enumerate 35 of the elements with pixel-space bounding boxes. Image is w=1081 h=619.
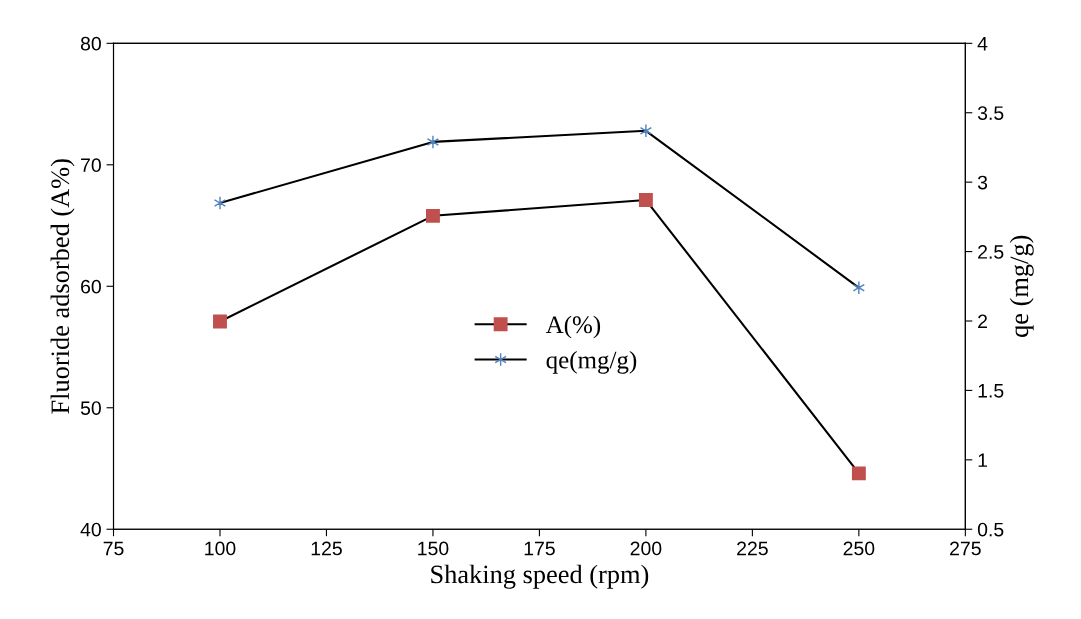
y-tick-label: 70 [81, 158, 101, 173]
y-axis-title: Fluoride adsorbed (A%) [50, 159, 75, 414]
point [213, 314, 227, 329]
legend-label: qe(mg/g) [546, 350, 637, 374]
point [638, 193, 653, 207]
y2-tick-label: 3 [977, 175, 988, 190]
x-tick-label: 175 [524, 541, 555, 556]
y-tick-label: 60 [81, 279, 101, 294]
y-tick-label: 40 [80, 522, 101, 537]
x-tick-label: 75 [103, 541, 124, 556]
point [425, 208, 440, 223]
y2-tick-label: 2.5 [978, 245, 1004, 259]
x-tick-label: 200 [630, 541, 662, 556]
x-tick-label: 100 [205, 541, 236, 556]
y-tick-label: 50 [80, 401, 101, 415]
y2-tick-label: 4 [977, 37, 988, 51]
x-tick-label: 250 [843, 541, 875, 556]
y2-tick-label: 1.5 [978, 384, 1004, 398]
x-axis-title: Shaking speed (rpm) [431, 564, 649, 589]
point [213, 196, 227, 210]
legend-label: A(%) [545, 315, 601, 339]
point [851, 466, 866, 481]
y2-tick-label: 1 [978, 453, 987, 467]
x-tick-label: 150 [418, 541, 449, 556]
x-tick-label: 275 [950, 541, 981, 556]
x-tick-label: 125 [311, 541, 342, 556]
y-tick-label: 80 [80, 36, 101, 51]
y2-tick-label: 3.5 [977, 106, 1004, 120]
y2-tick-label: 2 [978, 314, 987, 329]
point [426, 134, 440, 149]
y2-axis-title: qe (mg/g) [1009, 235, 1034, 337]
point [639, 123, 653, 138]
x-tick-label: 225 [737, 541, 768, 556]
y2-tick-label: 0.5 [977, 522, 1004, 537]
point [852, 280, 865, 295]
